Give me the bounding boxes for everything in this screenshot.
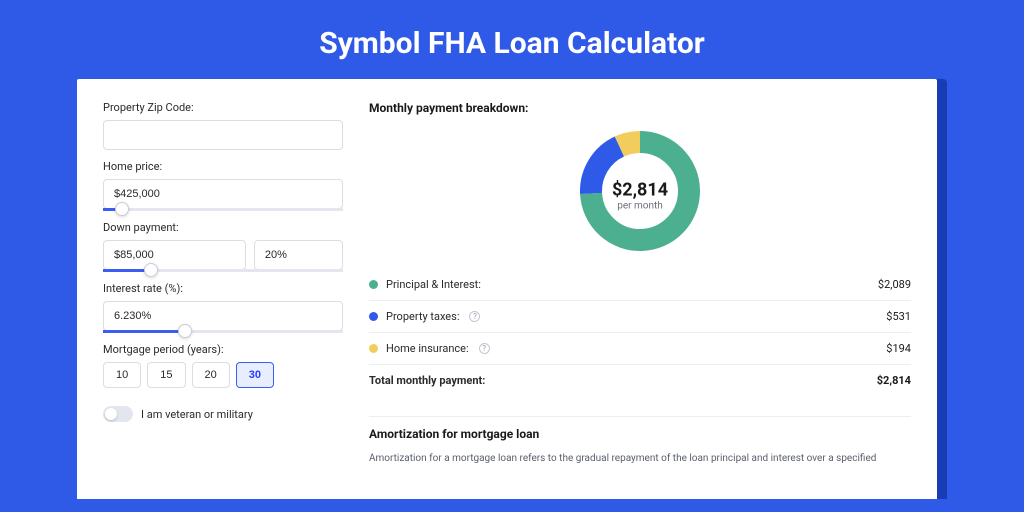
legend-dot [369, 312, 378, 321]
interest-rate-input[interactable] [103, 301, 343, 331]
zip-input[interactable] [103, 120, 343, 150]
total-amount: $2,814 [877, 374, 911, 387]
card-shadow: Property Zip Code: Home price: Down paym… [77, 79, 947, 499]
legend-row: Principal & Interest: $2,089 [369, 269, 911, 300]
interest-rate-slider-thumb[interactable] [178, 324, 192, 338]
donut-sub: per month [612, 200, 668, 211]
donut-slice [619, 142, 640, 147]
page-title: Symbol FHA Loan Calculator [0, 0, 1024, 79]
input-panel: Property Zip Code: Home price: Down paym… [103, 101, 343, 477]
legend-label: Home insurance: [386, 342, 469, 355]
legend-amount: $2,089 [878, 278, 911, 291]
mortgage-period-group: 1015 2030 [103, 362, 343, 388]
interest-rate-slider[interactable] [103, 330, 343, 333]
legend-label: Principal & Interest: [386, 278, 481, 291]
interest-rate-label: Interest rate (%): [103, 282, 343, 295]
home-price-slider[interactable] [103, 208, 343, 211]
veteran-toggle-knob [105, 408, 117, 420]
down-payment-input[interactable] [103, 240, 246, 270]
period-button-15[interactable]: 15 [147, 362, 185, 388]
donut-amount: $2,814 [612, 179, 668, 200]
amortization-title: Amortization for mortgage loan [369, 416, 911, 451]
legend-row: Property taxes:? $531 [369, 300, 911, 332]
legend-amount: $531 [886, 310, 911, 323]
down-payment-pct-input[interactable] [254, 240, 343, 270]
veteran-toggle-label: I am veteran or military [141, 408, 253, 421]
legend-row: Home insurance:? $194 [369, 332, 911, 364]
info-icon[interactable]: ? [469, 311, 480, 322]
home-price-input[interactable] [103, 179, 343, 209]
mortgage-period-label: Mortgage period (years): [103, 343, 343, 356]
total-label: Total monthly payment: [369, 374, 485, 387]
down-payment-slider[interactable] [103, 269, 343, 272]
down-payment-slider-thumb[interactable] [144, 263, 158, 277]
donut-chart: $2,814 per month [369, 125, 911, 269]
legend-dot [369, 280, 378, 289]
period-button-20[interactable]: 20 [192, 362, 230, 388]
legend-label: Property taxes: [386, 310, 459, 323]
legend-amount: $194 [886, 342, 911, 355]
interest-rate-slider-fill [103, 330, 185, 333]
amortization-section: Amortization for mortgage loan Amortizat… [369, 416, 911, 466]
info-icon[interactable]: ? [479, 343, 490, 354]
amortization-text: Amortization for a mortgage loan refers … [369, 451, 911, 466]
legend-list: Principal & Interest: $2,089 Property taxe… [369, 269, 911, 364]
breakdown-panel: Monthly payment breakdown: $2,814 per mo… [369, 101, 911, 477]
veteran-toggle[interactable] [103, 406, 133, 422]
total-row: Total monthly payment: $2,814 [369, 364, 911, 396]
home-price-slider-thumb[interactable] [115, 202, 129, 216]
zip-label: Property Zip Code: [103, 101, 343, 114]
donut-center: $2,814 per month [612, 179, 668, 211]
down-payment-label: Down payment: [103, 221, 343, 234]
home-price-label: Home price: [103, 160, 343, 173]
period-button-30[interactable]: 30 [236, 362, 274, 388]
legend-dot [369, 344, 378, 353]
breakdown-title: Monthly payment breakdown: [369, 101, 911, 115]
period-button-10[interactable]: 10 [103, 362, 141, 388]
calculator-card: Property Zip Code: Home price: Down paym… [77, 79, 937, 499]
